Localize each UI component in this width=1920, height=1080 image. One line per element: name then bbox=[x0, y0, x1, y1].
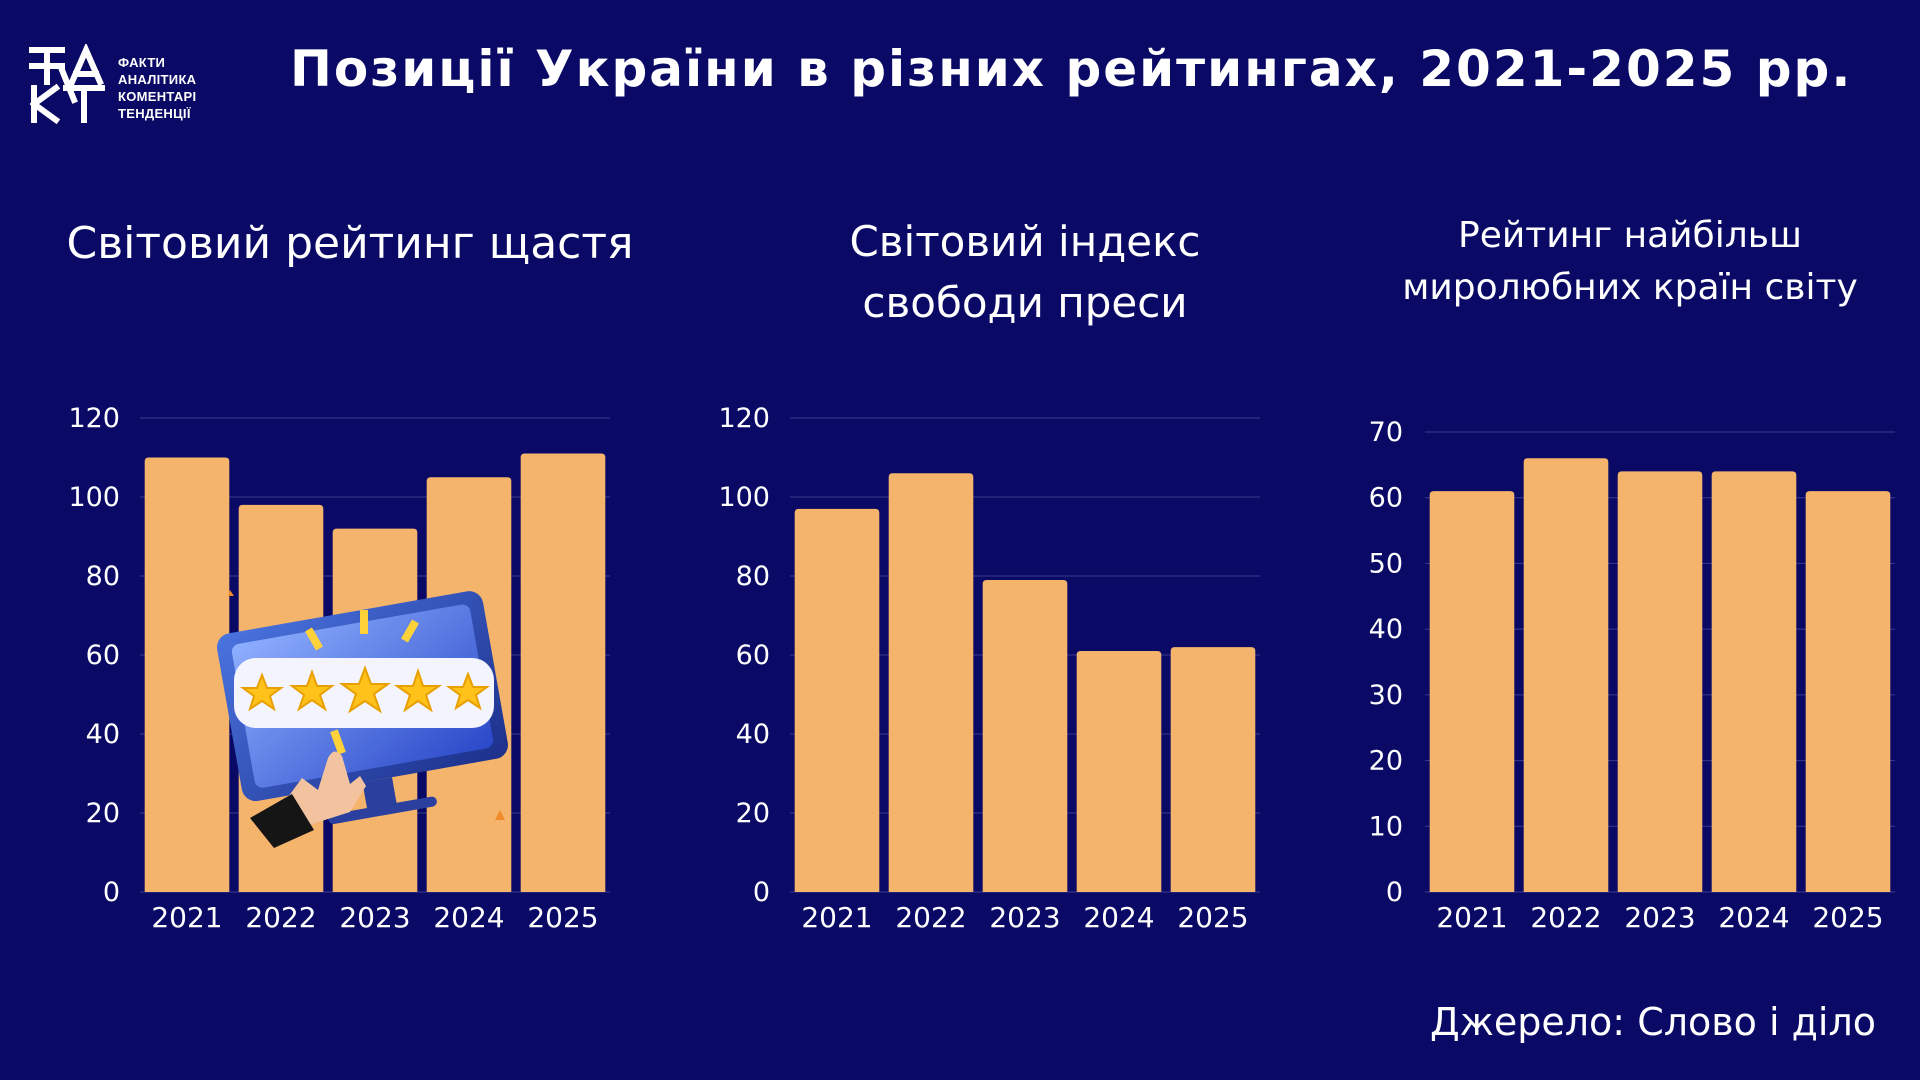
y-tick-label: 60 bbox=[1369, 483, 1403, 514]
page-title: Позиції України в різних рейтингах, 2021… bbox=[290, 40, 1853, 98]
x-tick-label: 2024 bbox=[1718, 901, 1789, 934]
y-tick-label: 100 bbox=[68, 482, 120, 513]
logo-mark-icon bbox=[29, 44, 105, 124]
y-tick-label: 20 bbox=[86, 798, 120, 829]
y-tick-label: 80 bbox=[86, 561, 120, 592]
x-tick-label: 2022 bbox=[895, 901, 966, 934]
bar-2025 bbox=[520, 453, 606, 892]
x-tick-label: 2024 bbox=[433, 901, 504, 934]
x-tick-label: 2023 bbox=[989, 901, 1060, 934]
bar-2025 bbox=[1170, 647, 1256, 892]
bar-2025 bbox=[1805, 491, 1891, 892]
chart-3: 0 10 20 30 40 50 60 70 2021 2022 2023 2024 2025 bbox=[1369, 417, 1895, 934]
source-note: Джерело: Слово і діло bbox=[1429, 1000, 1876, 1044]
y-tick-label: 20 bbox=[1369, 746, 1403, 777]
chart-title-press-freedom: Світовий індекс свободи преси bbox=[715, 212, 1335, 334]
y-tick-label: 0 bbox=[753, 877, 770, 908]
chart-title-happiness: Світовий рейтинг щастя bbox=[40, 212, 660, 276]
y-tick-label: 80 bbox=[736, 561, 770, 592]
chart-title-line: Світовий рейтинг щастя bbox=[66, 218, 634, 269]
y-tick-label: 60 bbox=[86, 640, 120, 671]
x-tick-label: 2025 bbox=[1177, 901, 1248, 934]
chart-2: 0 20 40 60 80 100 120 2021 2022 2023 2024 2025 bbox=[718, 403, 1260, 934]
y-tick-label: 0 bbox=[103, 877, 120, 908]
y-tick-label: 0 bbox=[1386, 877, 1403, 908]
bar-2022 bbox=[888, 473, 974, 892]
bar-2022 bbox=[1523, 458, 1609, 892]
x-tick-label: 2025 bbox=[1812, 901, 1883, 934]
bar-2021 bbox=[144, 457, 230, 892]
x-tick-label: 2021 bbox=[151, 901, 222, 934]
y-tick-label: 70 bbox=[1369, 417, 1403, 448]
rating-illustration-icon bbox=[216, 590, 508, 848]
bar-2023 bbox=[1617, 471, 1703, 892]
x-tick-label: 2022 bbox=[245, 901, 316, 934]
y-tick-label: 120 bbox=[718, 403, 770, 434]
y-tick-label: 50 bbox=[1369, 548, 1403, 579]
y-tick-label: 20 bbox=[736, 798, 770, 829]
bar-2024 bbox=[1076, 651, 1162, 892]
x-tick-label: 2022 bbox=[1530, 901, 1601, 934]
chart-title-peace-index: Рейтинг найбільш миролюбних країн світу bbox=[1330, 210, 1920, 314]
chart-title-line: Світовий індекс bbox=[849, 217, 1201, 266]
x-tick-label: 2021 bbox=[1436, 901, 1507, 934]
logo-line: ТЕНДЕНЦІЇ bbox=[118, 106, 191, 121]
bar-2024 bbox=[1711, 471, 1797, 892]
bar-2021 bbox=[1429, 491, 1515, 892]
y-tick-label: 40 bbox=[736, 719, 770, 750]
logo-line: ФАКТИ bbox=[118, 55, 166, 70]
logo-line: КОМЕНТАРІ bbox=[118, 89, 197, 104]
chart-title-line: миролюбних країн світу bbox=[1402, 267, 1858, 309]
y-tick-label: 100 bbox=[718, 482, 770, 513]
y-tick-label: 60 bbox=[736, 640, 770, 671]
logo-text: ФАКТИ АНАЛІТИКА КОМЕНТАРІ ТЕНДЕНЦІЇ bbox=[118, 54, 196, 122]
y-tick-label: 40 bbox=[86, 719, 120, 750]
y-tick-label: 30 bbox=[1369, 680, 1403, 711]
chart-title-line: свободи преси bbox=[862, 277, 1188, 327]
logo: ФАКТИ АНАЛІТИКА КОМЕНТАРІ ТЕНДЕНЦІЇ bbox=[26, 44, 226, 124]
bar-2023 bbox=[982, 579, 1068, 892]
x-tick-label: 2024 bbox=[1083, 901, 1154, 934]
y-tick-label: 40 bbox=[1369, 614, 1403, 645]
x-tick-label: 2021 bbox=[801, 901, 872, 934]
y-tick-label: 10 bbox=[1369, 811, 1403, 842]
x-tick-label: 2025 bbox=[527, 901, 598, 934]
logo-line: АНАЛІТИКА bbox=[118, 72, 197, 87]
chart-title-line: Рейтинг найбільш bbox=[1458, 215, 1802, 256]
x-tick-label: 2023 bbox=[1624, 901, 1695, 934]
bar-2021 bbox=[794, 508, 880, 892]
y-tick-label: 120 bbox=[68, 403, 120, 434]
x-tick-label: 2023 bbox=[339, 901, 410, 934]
